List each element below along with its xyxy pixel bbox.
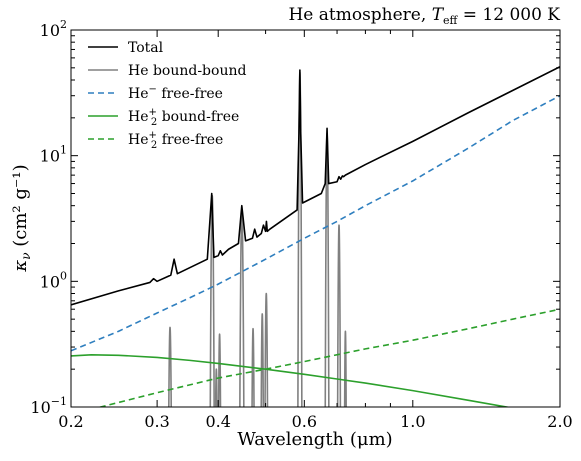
legend-sup: − xyxy=(149,84,157,95)
legend-label: He+ 2 free-free xyxy=(128,130,223,151)
legend-label: Total xyxy=(128,40,164,56)
y-axis-label-sub: ν xyxy=(19,252,33,259)
x-axis-label: Wavelength (μm) xyxy=(237,429,392,450)
y-axis-label: κν (cm² g⁻¹) xyxy=(10,164,33,272)
y-tick-base: 10 xyxy=(40,272,60,291)
y-tick-label: 102 xyxy=(40,18,67,40)
y-tick-label: 100 xyxy=(40,269,67,291)
title-teff-symbol: T xyxy=(432,5,445,25)
legend-sub: 2 xyxy=(151,140,157,151)
legend-rest: free-free xyxy=(157,132,223,148)
x-tick-label: 2.0 xyxy=(547,412,572,431)
y-axis-label-base: κ xyxy=(10,260,31,273)
series-line-he-bound-bound xyxy=(251,327,255,407)
series-line-he-bound-bound xyxy=(264,292,269,407)
series-line-he-bound-bound xyxy=(168,326,173,407)
y-axis-label-units: (cm² g⁻¹) xyxy=(10,164,31,252)
y-tick-base: 10 xyxy=(40,21,60,40)
x-tick-label: 0.2 xyxy=(58,412,83,431)
series-line-he2-free-free xyxy=(97,308,560,407)
y-tick-exp: 2 xyxy=(60,18,67,31)
legend-sup: + xyxy=(149,107,157,118)
series-line-he-minus-free-free xyxy=(71,95,560,352)
legend-sup: + xyxy=(149,130,157,141)
series-line-he-bound-bound xyxy=(336,224,342,407)
y-tick-exp: 0 xyxy=(60,269,67,282)
series-line-he-bound-bound xyxy=(214,368,218,407)
series-line-he-bound-bound xyxy=(343,330,347,407)
legend-label: He− free-free xyxy=(128,84,223,102)
title-prefix: He atmosphere, xyxy=(288,5,431,25)
y-tick-base: 10 xyxy=(40,147,60,166)
x-axis-label-text: Wavelength (μm) xyxy=(237,429,392,450)
x-tick-label: 1.0 xyxy=(400,412,425,431)
legend-base: He xyxy=(128,86,149,102)
title-teff-sub: eff xyxy=(443,14,459,27)
legend-text: He bound-bound xyxy=(128,63,246,79)
series-line-he-bound-bound xyxy=(239,210,245,407)
legend-rest: bound-free xyxy=(157,109,239,125)
x-tick-label: 0.4 xyxy=(205,412,230,431)
x-tick-label: 0.3 xyxy=(144,412,169,431)
y-tick-label: 10−1 xyxy=(30,395,67,417)
y-tick-exp: −1 xyxy=(51,395,67,408)
plot-frame xyxy=(70,29,561,408)
y-tick-base: 10 xyxy=(30,398,50,417)
series-line-he-bound-bound xyxy=(297,71,303,407)
x-tick-label: 0.6 xyxy=(292,412,317,431)
y-tick-label: 101 xyxy=(40,144,67,166)
series-line-he-bound-bound xyxy=(217,333,222,407)
legend-label: He bound-bound xyxy=(128,63,246,79)
legend-label: He+ 2 bound-free xyxy=(128,107,239,128)
legend-rest: free-free xyxy=(157,86,223,102)
title-teff-value: = 12 000 K xyxy=(457,5,560,25)
series-line-he-bound-bound xyxy=(260,313,265,407)
y-tick-exp: 1 xyxy=(60,144,67,157)
legend-base: He xyxy=(128,109,149,125)
series-line-he2-bound-free xyxy=(71,354,511,407)
legend-base: He xyxy=(128,132,149,148)
legend-text: Total xyxy=(128,40,164,56)
series-line-total xyxy=(71,66,560,306)
chart-title: He atmosphere, Teff = 12 000 K xyxy=(288,5,560,27)
legend-sub: 2 xyxy=(151,117,157,128)
